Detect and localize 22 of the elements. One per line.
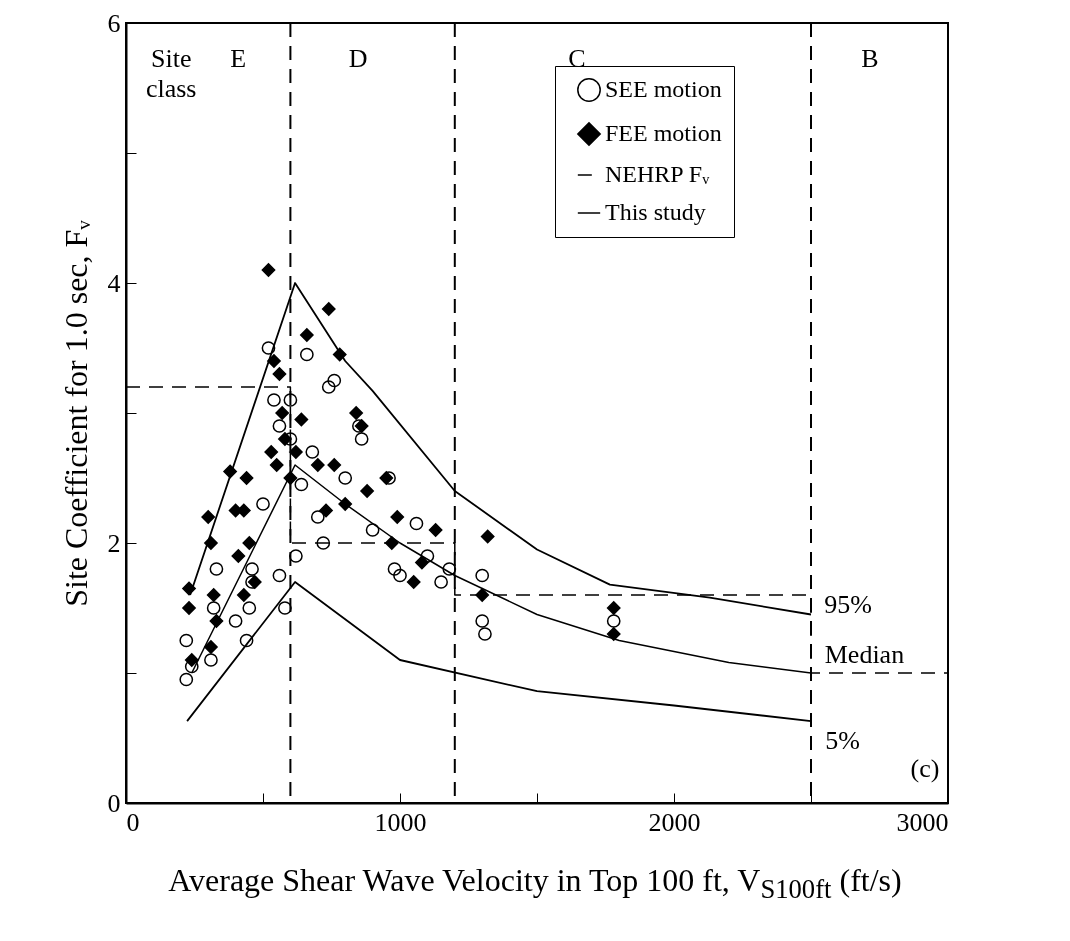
- annotation: B: [861, 44, 879, 74]
- x-tick-label: 0: [126, 807, 140, 837]
- legend-label: NEHRP Fᵥ: [605, 161, 711, 187]
- legend-label: FEE motion: [605, 120, 722, 146]
- y-tick-label: 2: [107, 528, 121, 558]
- annotation: D: [348, 44, 368, 74]
- x-tick-label: 2000: [648, 807, 701, 837]
- legend-label: SEE motion: [605, 76, 722, 102]
- annotation: E: [230, 44, 247, 74]
- y-tick-label: 4: [107, 268, 121, 298]
- x-tick-label: 1000: [374, 807, 427, 837]
- y-tick-label: 0: [107, 788, 121, 818]
- annotation: (c): [910, 754, 940, 784]
- x-axis-title: Average Shear Wave Velocity in Top 100 ft, V$_{S100ft}$ (ft/s): [167, 862, 903, 906]
- x-tick-label: 3000: [896, 807, 949, 837]
- annotation: Site class: [145, 44, 197, 104]
- annotation: 95%: [824, 590, 872, 620]
- annotation: Median: [824, 639, 905, 669]
- y-tick-label: 6: [107, 8, 121, 38]
- legend-label: This study: [605, 199, 706, 225]
- annotation: 5%: [825, 725, 860, 755]
- y-axis-title: Site Coefficient for 1.0 sec, Fᵥ: [57, 219, 94, 607]
